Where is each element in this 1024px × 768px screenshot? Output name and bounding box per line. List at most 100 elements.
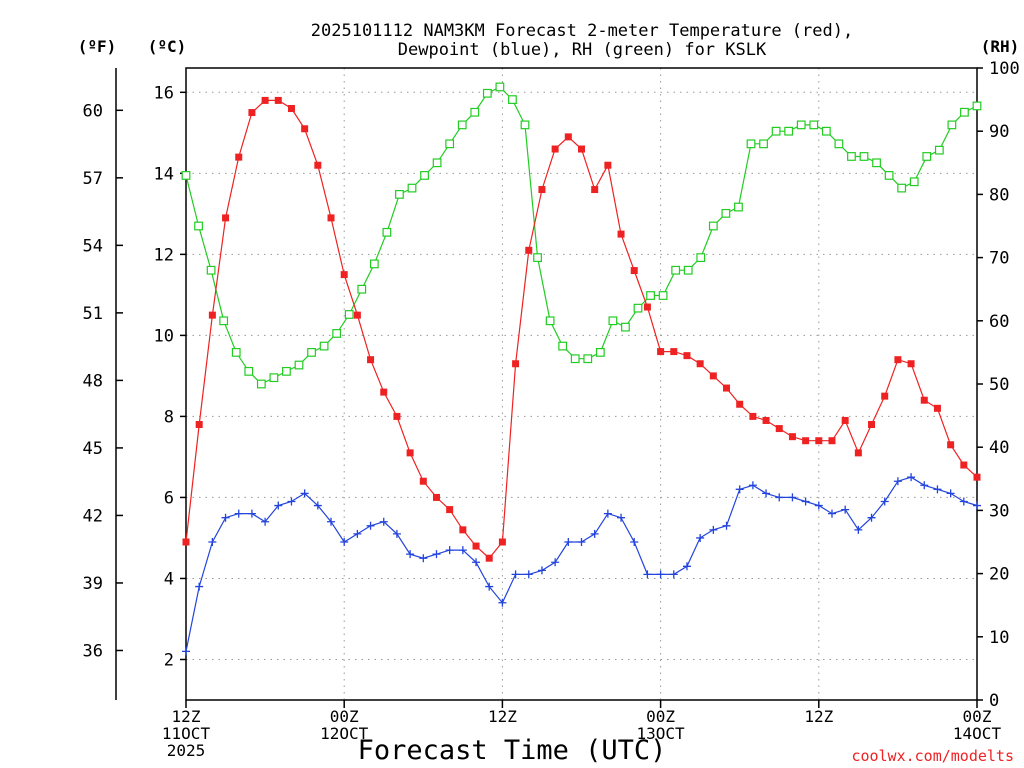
point-rh-6	[256, 379, 266, 389]
point-dewpoint-11	[327, 517, 336, 526]
fahrenheit-tick-label-6: 54	[83, 236, 103, 256]
point-rh-51	[821, 126, 831, 136]
point-rh-29	[545, 316, 555, 326]
point-dewpoint-51	[854, 525, 863, 534]
point-rh-40	[683, 265, 693, 275]
point-rh-31	[570, 354, 580, 364]
point-dewpoint-16	[392, 529, 401, 538]
point-rh-18	[407, 183, 417, 193]
point-rh-48	[784, 126, 794, 136]
point-dewpoint-46	[788, 493, 797, 502]
fahrenheit-tick-label-7: 57	[83, 169, 103, 189]
point-temperature-7	[274, 96, 282, 104]
point-rh-33	[595, 348, 605, 357]
point-rh-41	[696, 253, 706, 263]
point-rh-56	[884, 171, 894, 180]
point-rh-19	[420, 171, 429, 180]
chart-title-line2: Dewpoint (blue), RH (green) for KSLK	[398, 40, 767, 60]
point-rh-27	[520, 120, 530, 130]
point-temperature-5	[248, 109, 256, 117]
point-dewpoint-14	[366, 521, 375, 530]
point-temperature-55	[907, 360, 915, 368]
point-rh-57	[897, 183, 907, 193]
point-dewpoint-35	[643, 570, 652, 579]
time-tick-label-4-1: 12Z	[804, 707, 833, 726]
point-temperature-38	[683, 352, 691, 360]
point-temperature-33	[617, 230, 625, 238]
point-rh-55	[872, 158, 881, 168]
point-temperature-17	[406, 449, 414, 457]
point-temperature-18	[419, 477, 427, 485]
point-temperature-58	[947, 441, 955, 449]
chart-title-line1: 2025101112 NAM3KM Forecast 2-meter Tempe…	[311, 21, 853, 41]
fahrenheit-tick-label-8: 60	[83, 101, 103, 121]
time-tick-label-1-2: 12OCT	[320, 724, 369, 743]
point-temperature-30	[578, 145, 585, 153]
point-dewpoint-8	[287, 497, 296, 506]
point-temperature-34	[630, 267, 638, 275]
point-temperature-6	[261, 96, 269, 104]
point-dewpoint-27	[537, 566, 546, 575]
point-rh-44	[734, 202, 743, 212]
point-rh-13	[344, 310, 354, 319]
celsius-tick-label-2: 6	[164, 488, 174, 508]
point-rh-32	[583, 354, 593, 364]
point-temperature-22	[472, 542, 480, 550]
point-dewpoint-4	[234, 509, 243, 518]
point-dewpoint-42	[735, 485, 744, 494]
fahrenheit-axis: 36 39 42 45 48 51 54 57 60	[83, 101, 123, 661]
point-rh-49	[796, 120, 806, 130]
rh-tick-label-2: 20	[989, 565, 1009, 585]
point-dewpoint-24	[498, 598, 507, 607]
rh-tick-label-6: 60	[989, 312, 1009, 332]
point-dewpoint-54	[893, 477, 902, 486]
point-temperature-24	[498, 538, 506, 546]
rh-axis: 0 10 20 30 40 50 60 70 80 90 100	[977, 59, 1020, 711]
point-dewpoint-29	[564, 538, 573, 546]
celsius-tick-label-3: 8	[164, 407, 174, 427]
point-temperature-9	[301, 125, 309, 133]
point-temperature-54	[894, 356, 902, 364]
point-dewpoint-57	[933, 485, 942, 494]
point-temperature-1	[195, 421, 203, 429]
series-layer	[181, 82, 982, 656]
point-rh-52	[834, 139, 844, 149]
point-dewpoint-45	[775, 493, 784, 502]
point-rh-45	[746, 139, 756, 149]
point-temperature-2	[208, 311, 216, 319]
point-dewpoint-21	[458, 546, 467, 555]
time-tick-label-5-1: 00Z	[963, 707, 992, 726]
celsius-tick-label-4: 10	[154, 326, 174, 346]
point-rh-47	[771, 126, 781, 136]
point-rh-22	[457, 120, 467, 130]
point-rh-54	[859, 152, 869, 161]
point-rh-5	[244, 366, 254, 376]
point-temperature-40	[709, 372, 717, 380]
point-dewpoint-48	[814, 501, 823, 510]
series-rh	[181, 82, 982, 389]
point-temperature-43	[749, 412, 757, 420]
point-rh-50	[809, 120, 819, 130]
celsius-tick-label-0: 2	[164, 650, 174, 670]
point-temperature-27	[538, 186, 546, 194]
point-rh-2	[206, 265, 216, 275]
plot-frame	[185, 67, 978, 701]
point-rh-11	[319, 341, 329, 351]
point-temperature-14	[367, 356, 375, 364]
point-temperature-57	[933, 404, 941, 412]
point-temperature-45	[775, 425, 783, 433]
point-rh-3	[219, 316, 229, 326]
point-rh-15	[369, 259, 379, 269]
point-temperature-42	[736, 400, 744, 408]
point-rh-4	[231, 348, 241, 357]
point-dewpoint-47	[801, 497, 810, 506]
time-tick-label-3-2: 13OCT	[637, 724, 686, 743]
point-dewpoint-44	[762, 489, 771, 498]
rh-tick-label-9: 90	[989, 122, 1009, 142]
celsius-tick-label-1: 4	[164, 569, 174, 589]
point-dewpoint-3	[221, 513, 230, 522]
time-tick-label-0-3: 2025	[167, 741, 206, 760]
fahrenheit-unit-label: (ºF)	[78, 37, 117, 56]
point-temperature-36	[657, 348, 665, 356]
